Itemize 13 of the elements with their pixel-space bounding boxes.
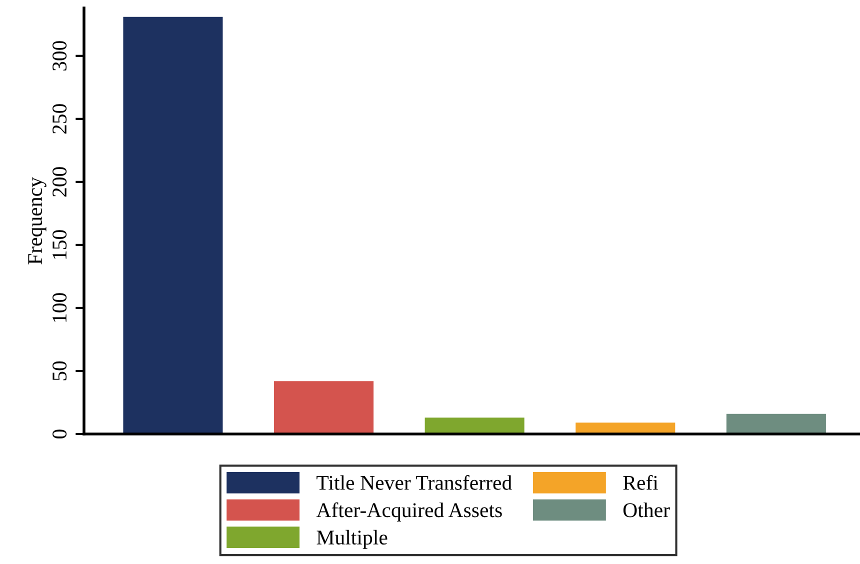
legend-label: Other	[623, 502, 670, 518]
y-tick-label: 0	[52, 430, 67, 438]
legend-label: Multiple	[316, 530, 388, 549]
legend-label: Title Never Transferred	[316, 475, 512, 490]
y-axis-title: Frequency	[28, 177, 46, 264]
y-tick-label: 100	[52, 293, 67, 322]
legend-label: Refi	[623, 475, 658, 490]
y-tick-label: 200	[52, 167, 67, 197]
y-tick-label: 300	[52, 41, 67, 71]
y-tick-label: 50	[52, 361, 67, 380]
y-tick-label: 150	[52, 230, 67, 259]
legend-label: After-Acquired Assets	[316, 502, 502, 522]
y-tick-label: 250	[52, 104, 67, 134]
